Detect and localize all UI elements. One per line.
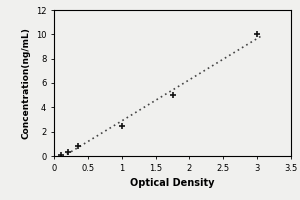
X-axis label: Optical Density: Optical Density [130,178,215,188]
Y-axis label: Concentration(ng/mL): Concentration(ng/mL) [21,27,30,139]
